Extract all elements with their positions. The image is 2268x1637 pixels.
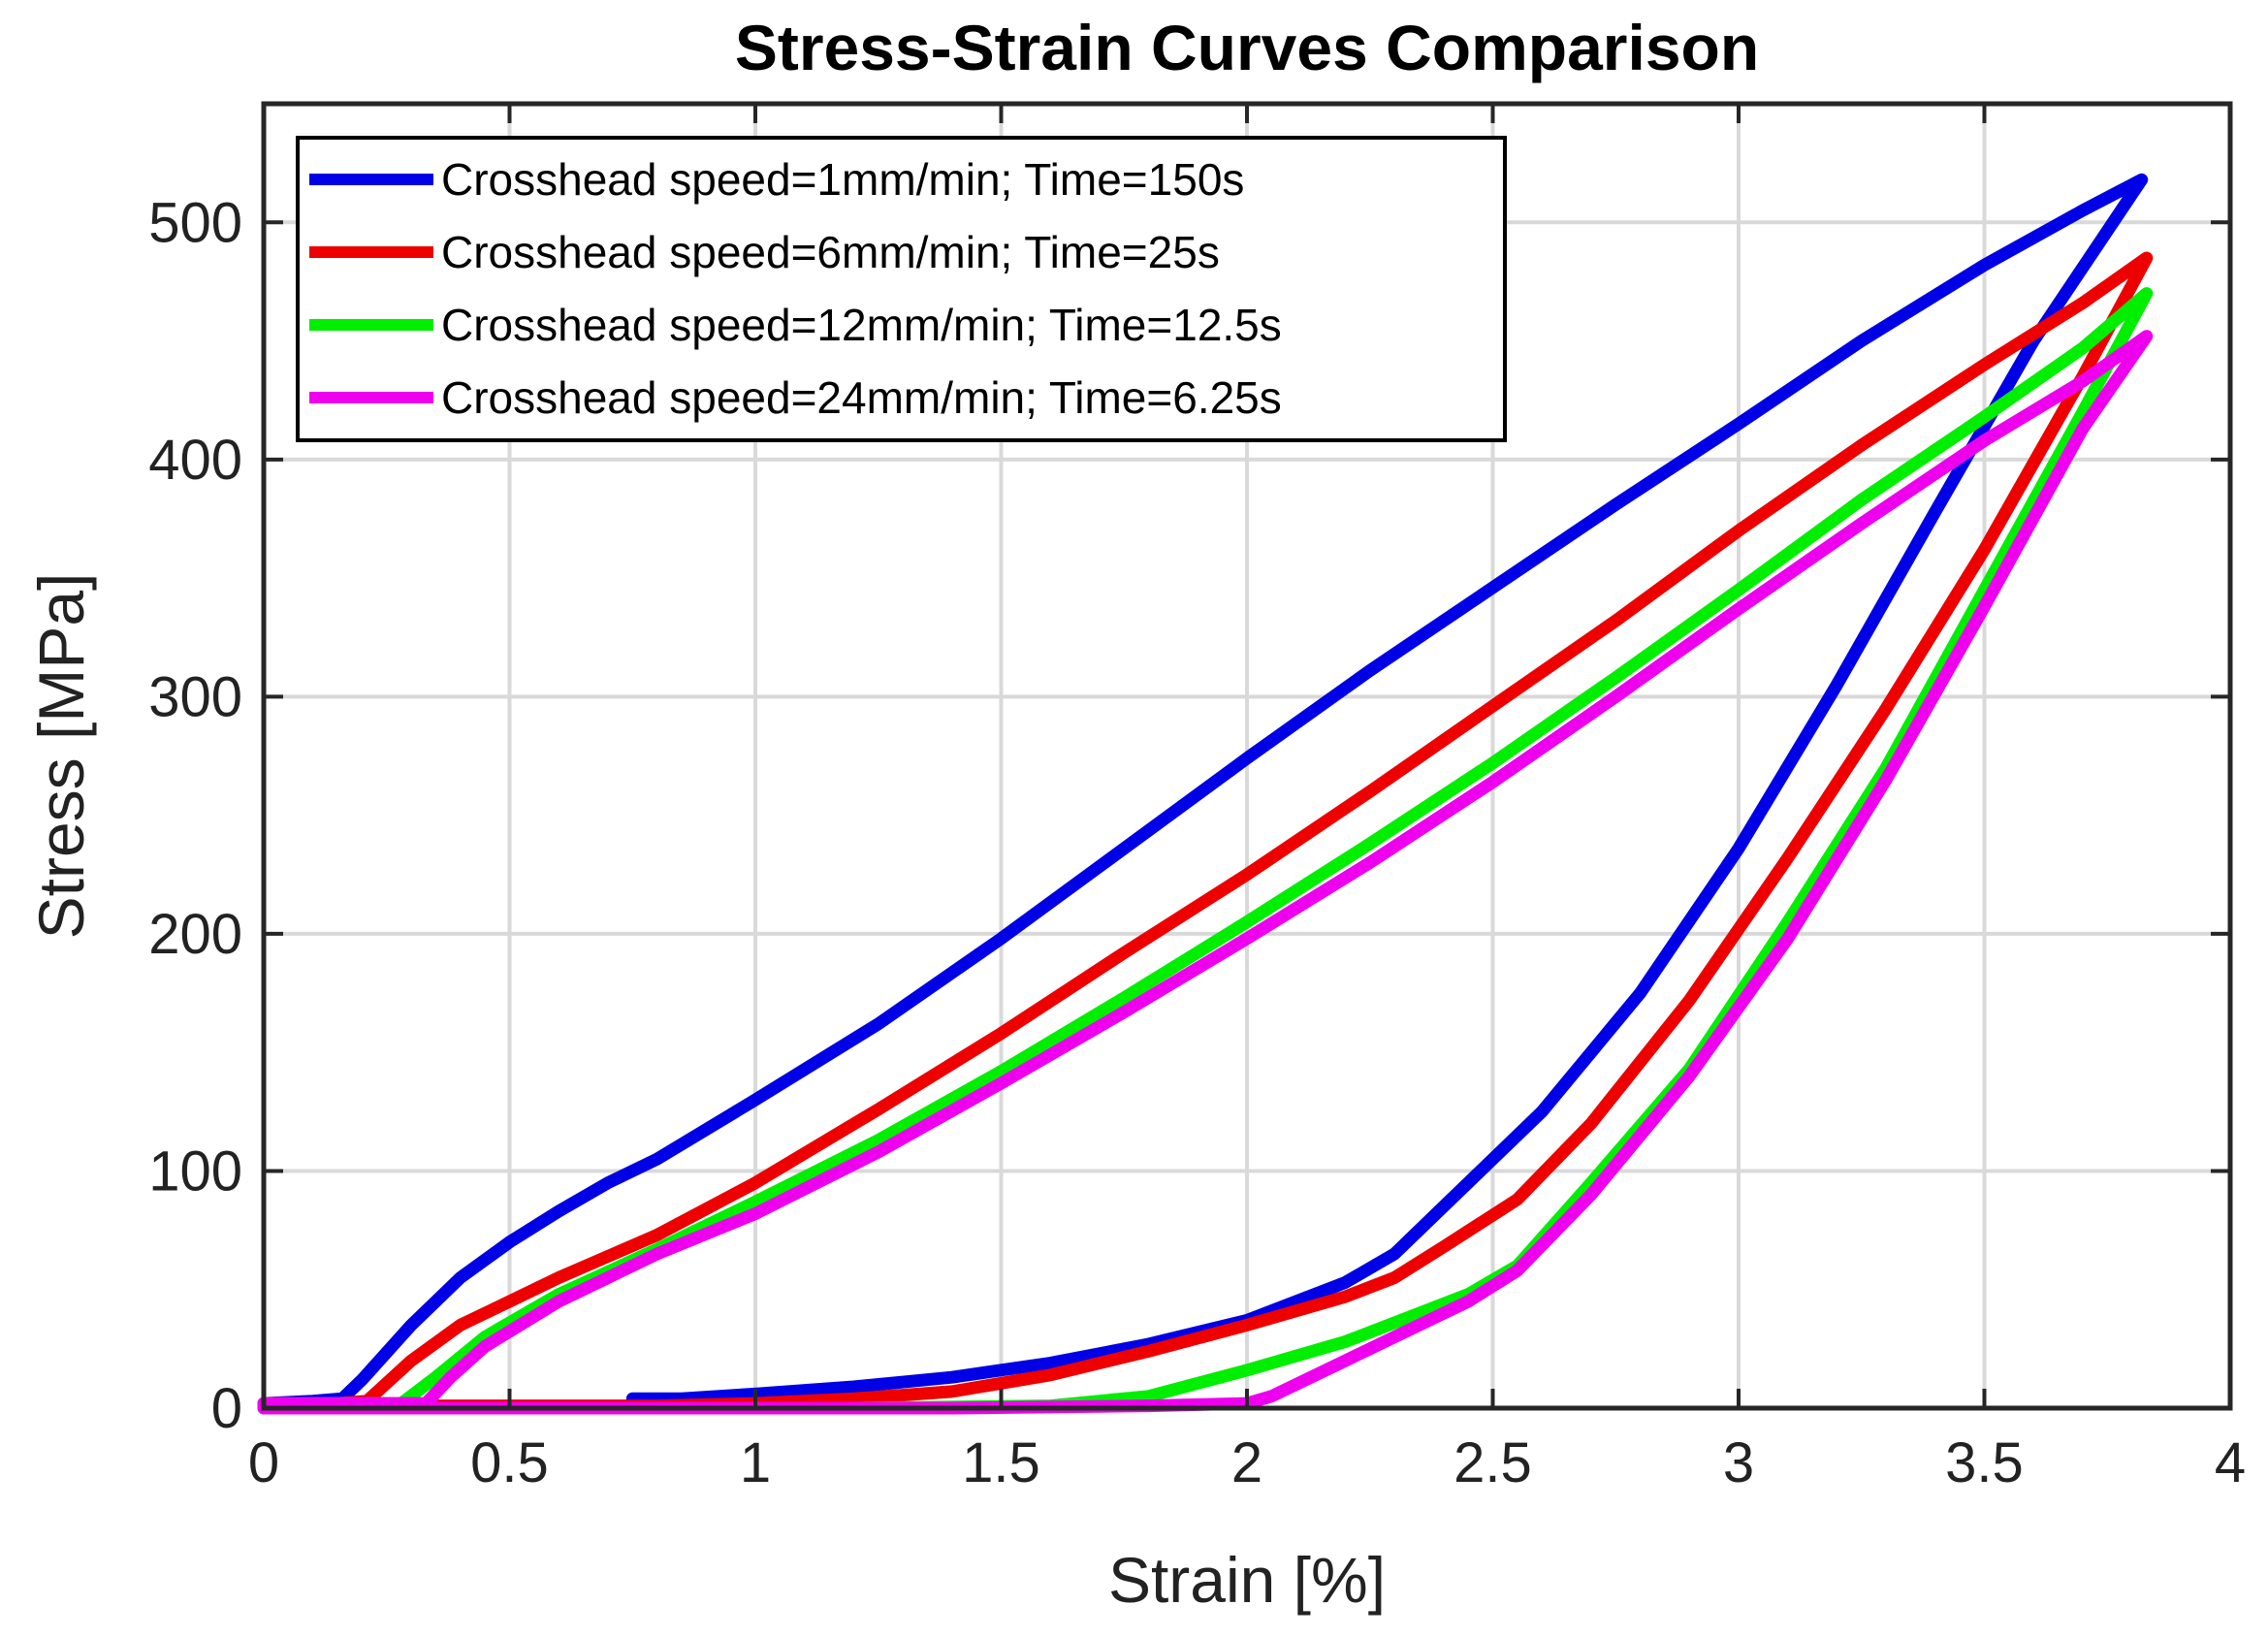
x-tick-label: 2.5 [1453, 1431, 1532, 1494]
y-tick-label: 0 [211, 1377, 242, 1440]
x-tick-label: 3.5 [1945, 1431, 2024, 1494]
x-axis-title: Strain [%] [1108, 1544, 1386, 1616]
series-line-2 [257, 251, 2154, 1413]
series-line-3 [257, 287, 2154, 1415]
legend-label-4: Crosshead speed=24mm/min; Time=6.25s [441, 372, 1282, 423]
y-tick-label: 200 [148, 903, 242, 966]
x-tick-label: 3 [1723, 1431, 1754, 1494]
y-tick-label: 300 [148, 665, 242, 728]
y-tick-label: 500 [148, 191, 242, 254]
x-tick-label: 2 [1231, 1431, 1262, 1494]
series-line-4 [257, 330, 2154, 1415]
x-tick-label: 0 [248, 1431, 279, 1494]
x-tick-label: 0.5 [470, 1431, 549, 1494]
legend-label-2: Crosshead speed=6mm/min; Time=25s [441, 227, 1220, 277]
legend-box [296, 136, 1507, 442]
y-axis-title: Stress [MPa] [25, 573, 97, 940]
legend-label-3: Crosshead speed=12mm/min; Time=12.5s [441, 300, 1282, 350]
legend: Crosshead speed=1mm/min; Time=150s Crossh… [296, 136, 1507, 442]
y-tick-label: 400 [148, 429, 242, 492]
x-tick-label: 4 [2215, 1431, 2246, 1494]
series-group [257, 173, 2154, 1415]
y-tick-label: 100 [148, 1139, 242, 1203]
legend-label-1: Crosshead speed=1mm/min; Time=150s [441, 154, 1244, 205]
x-tick-label: 1.5 [962, 1431, 1040, 1494]
axis-ticks: 0 0.5 1 1.5 2 2.5 3 3.5 4 0 100 200 300 400 500 [148, 104, 2246, 1494]
x-tick-label: 1 [740, 1431, 771, 1494]
chart-title: Stress-Strain Curves Comparison [735, 12, 1759, 83]
